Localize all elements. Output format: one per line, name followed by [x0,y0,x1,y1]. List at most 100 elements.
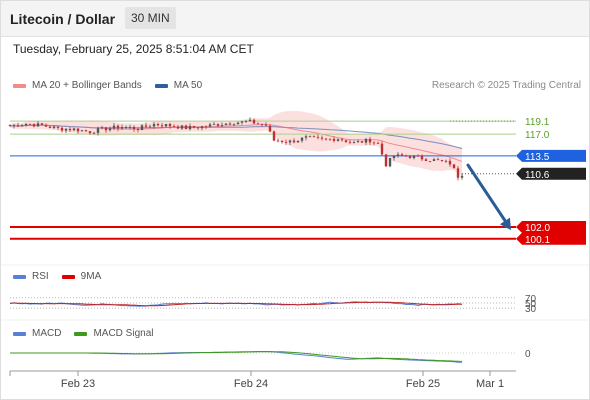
candle-body [328,138,332,140]
candle [320,135,324,141]
candle [136,127,140,133]
candle [352,140,356,144]
candle [404,154,408,157]
candle [128,124,132,130]
candle-body [80,130,84,132]
ma50-line [9,124,463,149]
candle [412,155,416,160]
rsi-tick-label: 30 [525,304,537,315]
candle [164,123,168,128]
candle-body [212,124,216,126]
candle [396,152,400,158]
macd-tick-label: 0 [525,349,531,360]
legend-swatch-macd-signal [74,331,88,336]
candle-body [396,154,400,157]
candle-body [268,125,272,132]
candle [80,129,84,132]
legend-item-macd-signal: MACD Signal [74,328,153,339]
candle-body [408,156,412,159]
candle-body [296,140,300,143]
forecast-arrow [466,163,511,231]
candle [332,136,336,143]
candle-body [104,127,108,131]
candle [172,124,176,128]
candle-body [288,140,292,143]
candle [212,121,216,126]
price-tag-bg [516,149,586,162]
candle-body [432,159,436,162]
candle [180,124,184,131]
candle [256,122,260,125]
candle-body [124,126,128,128]
candle-body [276,140,280,142]
candle [48,125,52,129]
candle [44,123,48,127]
macd-signal-line [10,351,463,362]
legend-label-macd: MACD [32,328,62,339]
candle-body [376,142,380,144]
candle-body [152,124,156,127]
candle [28,123,32,126]
interval-badge[interactable]: 30 MIN [125,7,176,29]
candle [32,123,36,128]
price-tag-113-5: 113.5 [516,149,586,163]
candle-body [140,125,144,131]
forecast-arrow-shaft [466,163,510,227]
candle-body [112,125,116,129]
legend-item-ma50: MA 50 [154,80,202,91]
candle [368,136,372,146]
candle [260,123,264,127]
rsi-tick-label: 70 [525,294,537,305]
candle-body [456,168,460,178]
candle [60,126,64,133]
candle [220,122,224,128]
candle [312,135,316,138]
candle-body [24,123,28,126]
candle [196,126,200,131]
candle [152,121,156,129]
rsi-tick-label: 50 [525,299,537,310]
candle-body [340,139,344,141]
candle-body [356,141,360,143]
candle-body [252,119,256,124]
candle [188,123,192,131]
legend-swatch-rsi [13,274,26,279]
candle [140,124,144,131]
candle-body [136,129,140,131]
candle [380,141,384,156]
candle-body [452,164,456,169]
candle-body [440,160,444,162]
legend-item-rsi: RSI [13,271,49,282]
candle [184,124,188,130]
candle-body [168,123,172,127]
candle [384,153,388,167]
candle [308,135,312,138]
legend-swatch-ma20 [13,83,26,88]
candle-body [216,124,220,126]
candle [112,123,116,131]
candle [300,137,304,143]
candle-body [332,138,336,141]
candle-body [12,125,16,127]
candle [72,127,76,132]
legend-label-rsi: RSI [32,271,49,282]
candle-body [188,125,192,130]
forecast-arrow-head [499,217,511,231]
candle-body [448,160,452,165]
candle-body [88,131,92,134]
candle-body [388,158,392,167]
candle-body [220,124,224,126]
candle [124,125,128,130]
candle-body [120,127,124,129]
candle-body [132,126,136,130]
candle [120,124,124,130]
candle [64,127,68,134]
candle [292,138,296,144]
candle-body [320,137,324,139]
timestamp: Tuesday, February 25, 2025 8:51:04 AM CE… [13,42,254,56]
candle-body [172,126,176,127]
candle-body [84,130,88,132]
legend-label-ma20: MA 20 + Bollinger Bands [32,80,142,91]
candle-body [180,125,184,129]
